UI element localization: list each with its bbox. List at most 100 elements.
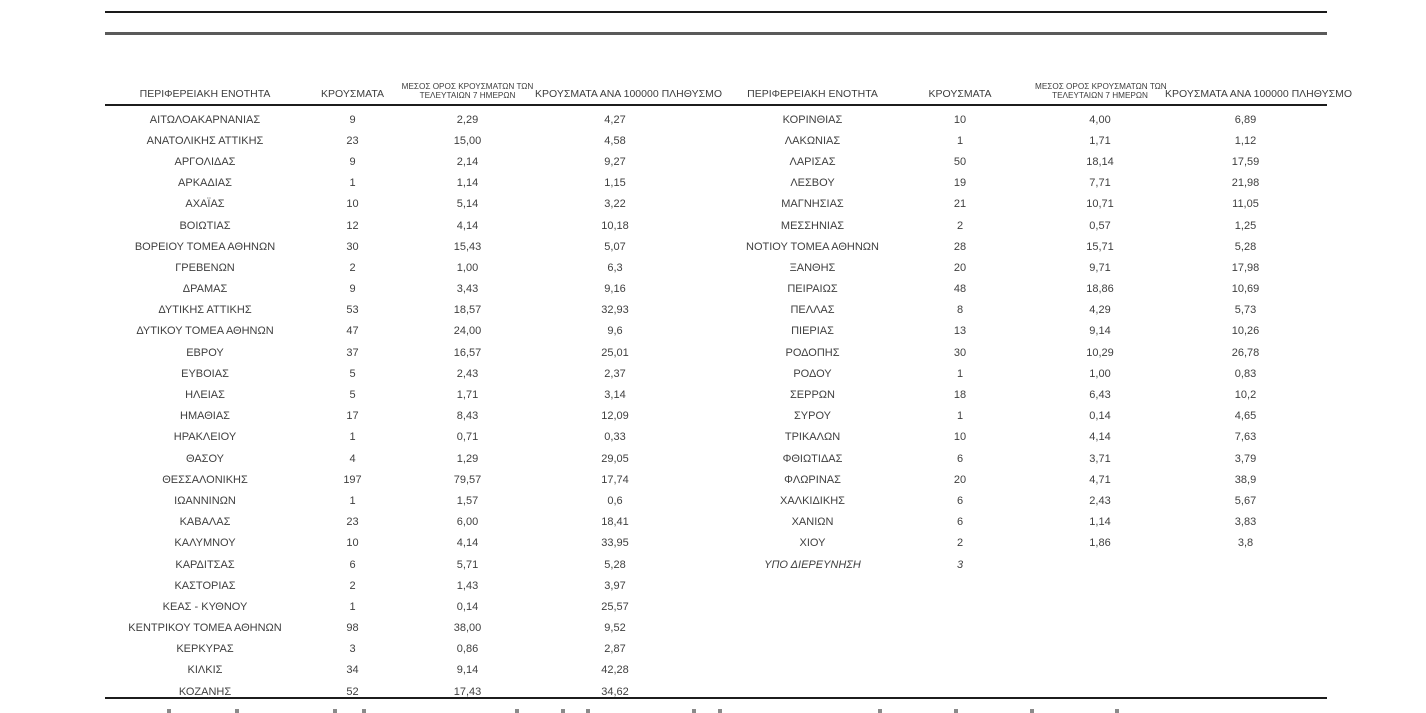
avg7-cell: 9,14 bbox=[1089, 325, 1111, 338]
cases-cell: 30 bbox=[346, 240, 359, 253]
cases-cell: 23 bbox=[346, 134, 359, 147]
avg7-cell: 2,43 bbox=[1089, 494, 1111, 507]
per100k-cell: 9,6 bbox=[607, 325, 623, 338]
cases-cell: 9 bbox=[349, 155, 356, 168]
per100k-cell: 10,18 bbox=[601, 219, 629, 232]
cutoff-text-remnant bbox=[692, 709, 696, 713]
table-body: ΚΟΡΙΝΘΙΑΣ 10 4,00 6,89 ΛΑΚΩΝΙΑΣ 1 1,71 1… bbox=[740, 109, 1326, 575]
cutoff-text-remnant bbox=[878, 709, 882, 713]
table-row: ΝΟΤΙΟΥ ΤΟΜΕΑ ΑΘΗΝΩΝ 28 15,71 5,28 bbox=[740, 236, 1326, 257]
avg7-cell: 0,14 bbox=[1089, 410, 1111, 423]
column-header-avg7-line1: ΜΕΣΟΣ ΟΡΟΣ ΚΡΟΥΣΜΑΤΩΝ ΤΩΝ bbox=[401, 81, 534, 91]
cases-cell: 53 bbox=[346, 304, 359, 317]
table-row: ΚΕΝΤΡΙΚΟΥ ΤΟΜΕΑ ΑΘΗΝΩΝ 98 38,00 9,52 bbox=[105, 618, 695, 639]
avg7-cell: 9,14 bbox=[456, 664, 479, 677]
column-header-avg7-line2: ΤΕΛΕΥΤΑΙΩΝ 7 ΗΜΕΡΩΝ bbox=[419, 90, 516, 100]
region-cell: ΔΥΤΙΚΗΣ ΑΤΤΙΚΗΣ bbox=[158, 304, 252, 317]
column-header-avg7: ΜΕΣΟΣ ΟΡΟΣ ΚΡΟΥΣΜΑΤΩΝ ΤΩΝ ΤΕΛΕΥΤΑΙΩΝ 7 Η… bbox=[1035, 82, 1167, 105]
cases-cell: 10 bbox=[346, 537, 359, 550]
cases-cell: 9 bbox=[349, 113, 356, 126]
region-cell: ΣΥΡΟΥ bbox=[793, 410, 831, 423]
avg7-cell: 24,00 bbox=[453, 325, 482, 338]
avg7-cell: 3,43 bbox=[456, 283, 479, 296]
table-row: ΛΕΣΒΟΥ 19 7,71 21,98 bbox=[740, 173, 1326, 194]
table-row: ΔΥΤΙΚΗΣ ΑΤΤΙΚΗΣ 53 18,57 32,93 bbox=[105, 300, 695, 321]
cases-cell: 37 bbox=[346, 346, 359, 359]
table-row: ΜΑΓΝΗΣΙΑΣ 21 10,71 11,05 bbox=[740, 194, 1326, 215]
per100k-cell: 7,63 bbox=[1234, 431, 1257, 444]
table-row: ΒΟΙΩΤΙΑΣ 12 4,14 10,18 bbox=[105, 215, 695, 236]
region-cell: ΚΑΣΤΟΡΙΑΣ bbox=[174, 579, 236, 592]
per100k-cell: 25,57 bbox=[601, 600, 629, 613]
avg7-cell: 16,57 bbox=[453, 346, 482, 359]
avg7-cell: 4,14 bbox=[456, 219, 479, 232]
region-cell: ΙΩΑΝΝΙΝΩΝ bbox=[174, 494, 236, 507]
region-cell: ΥΠΟ ΔΙΕΡΕΥΝΗΣΗ bbox=[764, 558, 861, 571]
region-cell: ΓΡΕΒΕΝΩΝ bbox=[175, 261, 235, 274]
region-cell: ΠΕΛΛΑΣ bbox=[790, 304, 835, 317]
region-cell: ΚΕΑΣ - ΚΥΘΝΟΥ bbox=[162, 600, 248, 613]
region-cell: ΧΑΛΚΙΔΙΚΗΣ bbox=[780, 494, 845, 507]
table-row: ΠΕΛΛΑΣ 8 4,29 5,73 bbox=[740, 300, 1326, 321]
table-row: ΔΥΤΙΚΟΥ ΤΟΜΕΑ ΑΘΗΝΩΝ 47 24,00 9,6 bbox=[105, 321, 695, 342]
table-row: ΥΠΟ ΔΙΕΡΕΥΝΗΣΗ 3 bbox=[740, 554, 1326, 575]
avg7-cell: 2,43 bbox=[456, 367, 479, 380]
avg7-cell: 0,57 bbox=[1089, 219, 1111, 232]
table-row: ΜΕΣΣΗΝΙΑΣ 2 0,57 1,25 bbox=[740, 215, 1326, 236]
cases-cell: 1 bbox=[349, 600, 356, 613]
column-header-cases: ΚΡΟΥΣΜΑΤΑ bbox=[321, 88, 384, 101]
cases-cell: 10 bbox=[953, 113, 967, 126]
avg7-cell: 18,14 bbox=[1086, 155, 1114, 168]
region-cell: ΦΛΩΡΙΝΑΣ bbox=[784, 473, 841, 486]
cases-cell: 1 bbox=[956, 134, 964, 147]
per100k-cell: 9,52 bbox=[604, 622, 626, 635]
table-row: ΑΝΑΤΟΛΙΚΗΣ ΑΤΤΙΚΗΣ 23 15,00 4,58 bbox=[105, 130, 695, 151]
avg7-cell: 15,71 bbox=[1086, 240, 1114, 253]
cutoff-text-remnant bbox=[1115, 709, 1119, 713]
per100k-cell: 17,98 bbox=[1231, 261, 1260, 274]
avg7-cell: 10,71 bbox=[1086, 198, 1114, 211]
cases-cell: 48 bbox=[953, 283, 967, 296]
region-cell: ΗΛΕΙΑΣ bbox=[185, 389, 225, 402]
per100k-cell: 0,33 bbox=[604, 431, 626, 444]
table-body: ΑΙΤΩΛΟΑΚΑΡΝΑΝΙΑΣ 9 2,29 4,27 ΑΝΑΤΟΛΙΚΗΣ … bbox=[105, 109, 695, 702]
avg7-cell: 1,57 bbox=[456, 494, 479, 507]
cases-cell: 6 bbox=[956, 494, 964, 507]
per100k-cell: 18,41 bbox=[601, 516, 629, 529]
table-row: ΚΑΒΑΛΑΣ 23 6,00 18,41 bbox=[105, 512, 695, 533]
per100k-cell: 25,01 bbox=[601, 346, 629, 359]
cases-cell: 18 bbox=[953, 389, 967, 402]
cases-cell: 1 bbox=[349, 431, 356, 444]
avg7-cell: 0,14 bbox=[456, 600, 479, 613]
avg7-cell: 38,00 bbox=[453, 622, 482, 635]
region-cell: ΚΑΛΥΜΝΟΥ bbox=[174, 537, 236, 550]
table-bottom-rule bbox=[105, 697, 1327, 699]
avg7-cell: 3,71 bbox=[1089, 452, 1111, 465]
table-row: ΕΒΡΟΥ 37 16,57 25,01 bbox=[105, 342, 695, 363]
column-header-per100k: ΚΡΟΥΣΜΑΤΑ ΑΝΑ 100000 ΠΛΗΘΥΣΜΟ bbox=[535, 88, 722, 101]
cutoff-text-remnant bbox=[586, 709, 590, 713]
per100k-cell: 12,09 bbox=[601, 410, 629, 423]
table-row: ΚΕΑΣ - ΚΥΘΝΟΥ 1 0,14 25,57 bbox=[105, 596, 695, 617]
avg7-cell: 9,71 bbox=[1089, 261, 1111, 274]
avg7-cell: 18,57 bbox=[453, 304, 482, 317]
per100k-cell: 2,87 bbox=[604, 643, 626, 656]
avg7-cell: 0,86 bbox=[456, 643, 479, 656]
cutoff-text-remnant bbox=[718, 709, 722, 713]
avg7-cell: 79,57 bbox=[453, 473, 482, 486]
table-row: ΧΙΟΥ 2 1,86 3,8 bbox=[740, 533, 1326, 554]
cases-cell: 6 bbox=[349, 558, 356, 571]
region-cell: ΚΑΡΔΙΤΣΑΣ bbox=[175, 558, 235, 571]
avg7-cell: 1,71 bbox=[456, 389, 479, 402]
region-cell: ΔΡΑΜΑΣ bbox=[182, 283, 228, 296]
per100k-cell: 10,2 bbox=[1234, 389, 1257, 402]
region-cell: ΡΟΔΟΥ bbox=[793, 367, 832, 380]
cases-cell: 9 bbox=[349, 283, 356, 296]
column-header-avg7: ΜΕΣΟΣ ΟΡΟΣ ΚΡΟΥΣΜΑΤΩΝ ΤΩΝ ΤΕΛΕΥΤΑΙΩΝ 7 Η… bbox=[400, 82, 535, 105]
column-header-per100k: ΚΡΟΥΣΜΑΤΑ ΑΝΑ 100000 ΠΛΗΘΥΣΜΟ bbox=[1165, 88, 1352, 101]
header-underline bbox=[105, 104, 1327, 106]
region-cell: ΑΙΤΩΛΟΑΚΑΡΝΑΝΙΑΣ bbox=[149, 113, 261, 126]
per100k-cell: 10,26 bbox=[1231, 325, 1260, 338]
region-cell: ΒΟΡΕΙΟΥ ΤΟΜΕΑ ΑΘΗΝΩΝ bbox=[134, 240, 276, 253]
region-cell: ΡΟΔΟΠΗΣ bbox=[785, 346, 840, 359]
